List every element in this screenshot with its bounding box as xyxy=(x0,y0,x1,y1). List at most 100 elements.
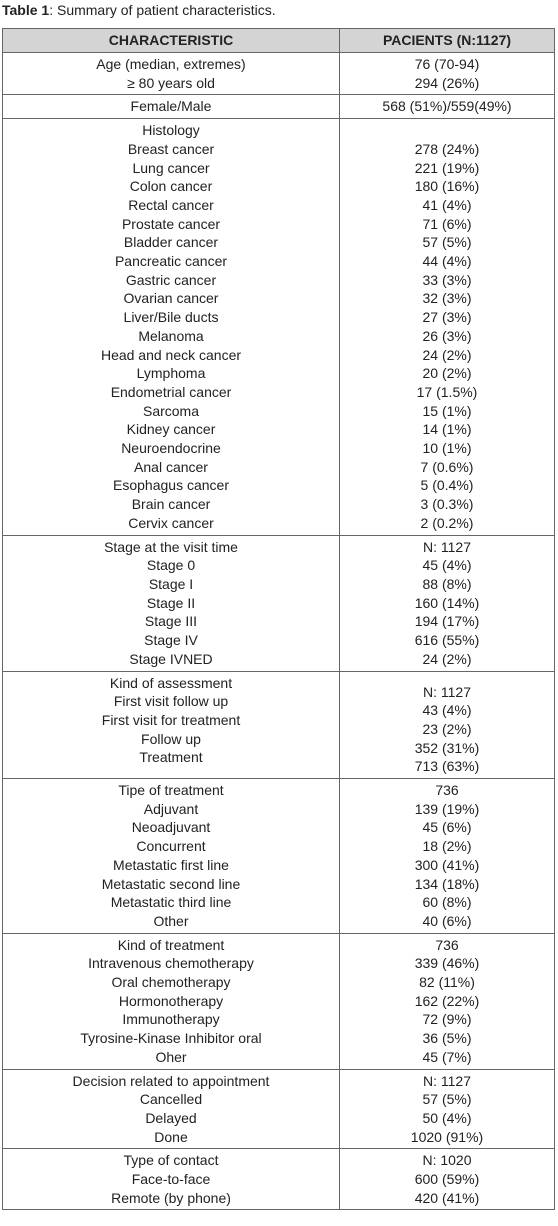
characteristic-line: Oher xyxy=(155,1048,187,1065)
characteristic-line: Stage I xyxy=(148,575,194,592)
patients-cell: N: 1127 57 (5%) 50 (4%) 1020 (91%) xyxy=(339,1068,555,1150)
patients-line: 50 (4%) xyxy=(422,1109,472,1126)
characteristic-line: ≥ 80 years old xyxy=(127,74,215,91)
patients-cell: N: 1020 600 (59%) 420 (41%) xyxy=(339,1148,555,1211)
patients-line: 32 (3%) xyxy=(422,290,472,307)
characteristic-line: Other xyxy=(153,912,189,929)
patients-line: 57 (5%) xyxy=(422,1091,472,1108)
characteristic-line: Metastatic third line xyxy=(110,894,232,911)
characteristic-line: Rectal cancer xyxy=(128,196,214,213)
characteristic-line: Oral chemotherapy xyxy=(111,974,231,991)
characteristic-line: Liver/Bile ducts xyxy=(123,309,219,326)
patients-line: 27 (3%) xyxy=(422,309,472,326)
patients-line: 60 (8%) xyxy=(422,894,472,911)
patients-line: 33 (3%) xyxy=(422,271,472,288)
characteristic-line: Head and neck cancer xyxy=(100,346,242,363)
characteristic-line: Stage III xyxy=(144,613,198,630)
characteristic-line: Stage II xyxy=(146,594,196,611)
characteristic-line: Anal cancer xyxy=(134,458,208,475)
header-cell: PACIENTS (N:1127) xyxy=(339,28,555,53)
patients-line: 339 (46%) xyxy=(414,955,480,972)
characteristic-line: First visit for treatment xyxy=(101,711,241,728)
characteristic-line: Metastatic second line xyxy=(101,875,241,892)
patients-line: 221 (19%) xyxy=(414,159,480,176)
characteristic-line: Stage IV xyxy=(144,632,198,649)
patients-line: 41 (4%) xyxy=(422,196,472,213)
patients-line: 40 (6%) xyxy=(422,912,472,929)
characteristic-line: Remote (by phone) xyxy=(111,1189,231,1206)
characteristic-line: Tyrosine-Kinase Inhibitor oral xyxy=(80,1030,262,1047)
patients-line: 1020 (91%) xyxy=(410,1128,484,1145)
characteristic-line: Cervix cancer xyxy=(128,514,214,531)
patients-line: 23 (2%) xyxy=(422,720,472,737)
characteristic-line: Prostate cancer xyxy=(121,215,221,232)
patients-line: 5 (0.4%) xyxy=(420,477,474,494)
patients-line: 139 (19%) xyxy=(414,800,480,817)
patients-line: 43 (4%) xyxy=(422,702,472,719)
characteristic-line: Neoadjuvant xyxy=(131,819,211,836)
characteristic-line: Cancelled xyxy=(139,1091,203,1108)
patients-line: 160 (14%) xyxy=(414,594,480,611)
caption: Table 1: Summary of patient characterist… xyxy=(2,2,276,18)
patients-line: 45 (4%) xyxy=(422,557,472,574)
characteristic-line: Gastric cancer xyxy=(125,271,217,288)
characteristic-line: Neuroendocrine xyxy=(121,440,221,457)
characteristic-line: Endometrial cancer xyxy=(110,383,232,400)
patients-line: 88 (8%) xyxy=(422,575,472,592)
characteristic-cell: Kind of treatment Intravenous chemotherap… xyxy=(2,932,340,1070)
patients-line: 44 (4%) xyxy=(422,253,472,270)
patients-cell: 278 (24%) 221 (19%) 180 (16%) 41 (4%) 71 (6%… xyxy=(339,118,555,536)
characteristic-line: Kidney cancer xyxy=(126,421,216,438)
characteristic-line: Ovarian cancer xyxy=(123,290,219,307)
characteristic-line: Follow up xyxy=(141,730,201,747)
patients-line: 568 (51%)/559(49%) xyxy=(382,98,512,115)
characteristic-line: Brain cancer xyxy=(131,496,211,513)
group-row: Decision related to appointment Cancelled… xyxy=(2,1068,555,1150)
characteristic-line: Lung cancer xyxy=(132,159,210,176)
characteristic-cell: Type of contact Face-to-face Remote (by ph… xyxy=(2,1148,340,1211)
characteristic-line: Stage 0 xyxy=(146,557,196,574)
characteristic-line: Concurrent xyxy=(136,838,206,855)
characteristic-line: Face-to-face xyxy=(131,1171,211,1188)
characteristic-line: Kind of treatment xyxy=(117,936,225,953)
patients-line: 278 (24%) xyxy=(414,140,480,157)
caption-text: : Summary of patient characteristics. xyxy=(49,2,276,18)
group-row: Female/Male 568 (51%)/559(49%) xyxy=(2,94,555,120)
header-cell: CHARACTERISTIC xyxy=(2,28,340,53)
patients-line: 26 (3%) xyxy=(422,327,472,344)
header-row: CHARACTERISTIC PACIENTS (N:1127) xyxy=(2,28,555,53)
characteristic-line: Immunotherapy xyxy=(122,1011,220,1028)
patients-line: 294 (26%) xyxy=(414,74,480,91)
patients-line: 162 (22%) xyxy=(414,992,480,1009)
table: CHARACTERISTIC PACIENTS (N:1127) Age (me… xyxy=(2,28,555,1211)
characteristic-line: Stage IVNED xyxy=(129,650,213,667)
characteristic-cell: Decision related to appointment Cancelled… xyxy=(2,1068,340,1150)
characteristic-cell: Tipe of treatment Adjuvant Neoadjuvant Conc… xyxy=(2,778,340,934)
patients-line: 20 (2%) xyxy=(422,365,472,382)
patients-line: N: 1127 xyxy=(423,1072,471,1089)
characteristic-line: Treatment xyxy=(139,749,203,766)
patients-line: 45 (6%) xyxy=(422,819,472,836)
characteristic-cell: Female/Male xyxy=(2,94,340,120)
patients-line: 72 (9%) xyxy=(422,1011,472,1028)
patients-line: 713 (63%) xyxy=(414,758,480,775)
patients-line: 10 (1%) xyxy=(422,440,472,457)
group-row: Kind of assessment First visit follow up F… xyxy=(2,670,555,780)
patients-line: 3 (0.3%) xyxy=(420,496,474,513)
patients-cell: 736 139 (19%) 45 (6%) 18 (2%) 300 (41%) 134 (… xyxy=(339,778,555,934)
patients-line: 15 (1%) xyxy=(422,402,472,419)
patients-line: 24 (2%) xyxy=(422,650,472,667)
group-row: Kind of treatment Intravenous chemotherap… xyxy=(2,932,555,1070)
patients-line: 736 xyxy=(435,936,459,953)
characteristic-line: Metastatic first line xyxy=(113,856,229,873)
patients-line: N: 1127 xyxy=(423,683,471,700)
patients-line: N: 1020 xyxy=(422,1152,472,1169)
characteristic-line: Breast cancer xyxy=(127,140,215,157)
group-row: Age (median, extremes) ≥ 80 years old 76 (… xyxy=(2,51,555,96)
patients-line: 194 (17%) xyxy=(414,613,480,630)
characteristic-line: Female/Male xyxy=(130,98,212,115)
characteristic-line: Adjuvant xyxy=(143,800,199,817)
patients-line: 14 (1%) xyxy=(422,421,472,438)
characteristic-line: Lymphoma xyxy=(136,365,206,382)
